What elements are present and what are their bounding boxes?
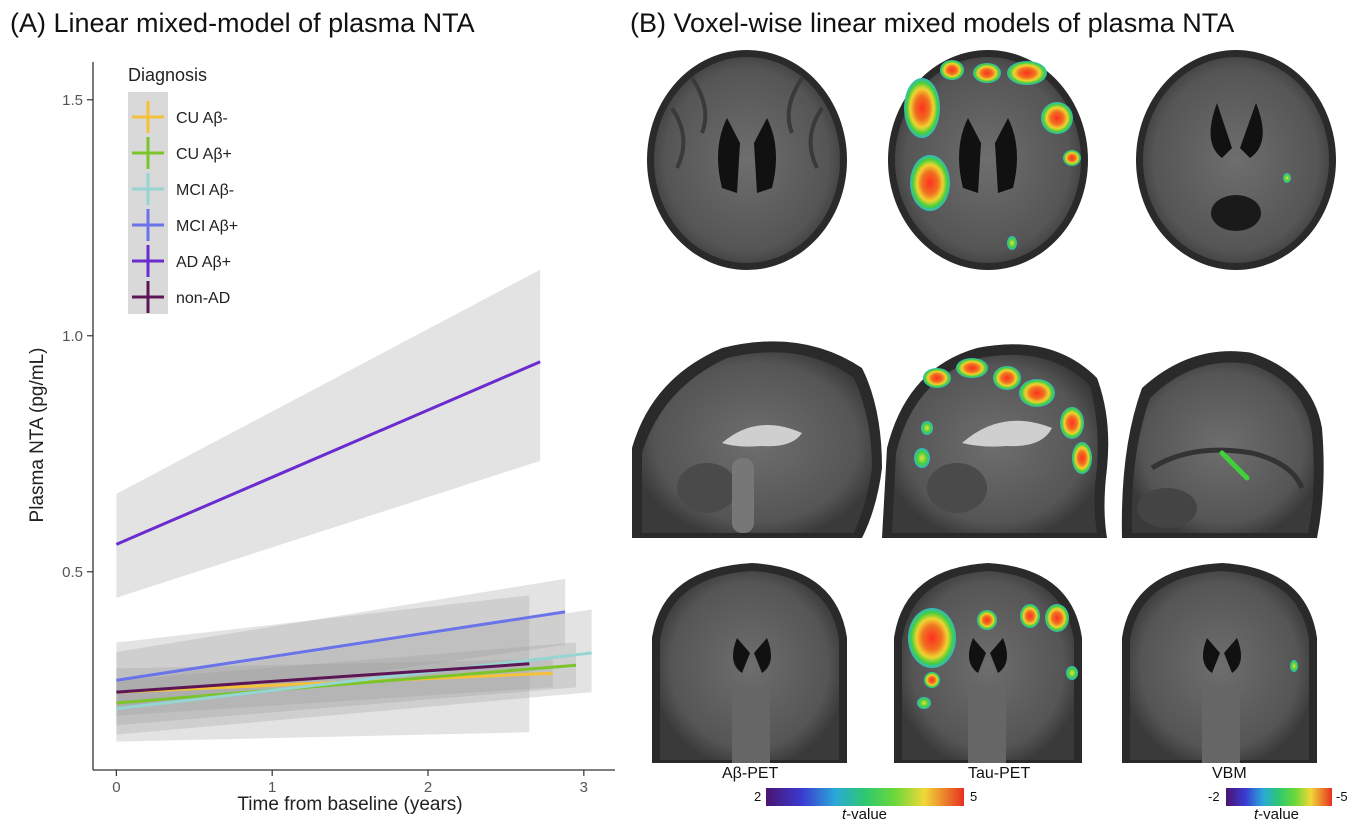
- abeta-sagittal-slice: [632, 341, 882, 538]
- y-tick-label-2: 1.5: [62, 92, 83, 109]
- tau-axial-slice: [888, 50, 1088, 270]
- series-line-3: [116, 610, 566, 682]
- series-line-4: [115, 360, 541, 546]
- x-axis-label: Time from baseline (years): [237, 794, 462, 815]
- tau-coronal-slice: [894, 563, 1082, 763]
- col-label-abeta-pet: Aβ-PET: [722, 765, 779, 782]
- legend-label-3: MCI Aβ+: [176, 218, 238, 235]
- colorbar-2-label: t-value: [1254, 806, 1300, 823]
- brain-image-grid: [632, 50, 1336, 763]
- y-tick-label-1: 1.0: [62, 328, 83, 345]
- ci-band-4: [116, 269, 541, 598]
- line-chart: 0 1 2 3 0.5 1.0 1.5 Time from baseline (years)…: [27, 62, 615, 815]
- colorbar-1-min: 2: [754, 789, 762, 804]
- x-tick-label-0: 0: [112, 779, 120, 796]
- series-line-2: [116, 651, 592, 711]
- vbm-coronal-slice: [1122, 563, 1317, 763]
- y-axis-label: Plasma NTA (pg/mL): [27, 348, 48, 523]
- colorbar-2-max: -5: [1336, 789, 1348, 804]
- ci-band-3: [116, 578, 566, 709]
- legend-label-1: CU Aβ+: [176, 146, 232, 163]
- x-tick-label-2: 2: [424, 779, 432, 796]
- col-label-vbm: VBM: [1212, 765, 1247, 782]
- colorbar-2: [1226, 788, 1332, 806]
- colorbar-2-min: -2: [1208, 789, 1220, 804]
- colorbar-1: [766, 788, 964, 806]
- vbm-sagittal-slice: [1121, 351, 1324, 538]
- legend-label-2: MCI Aβ-: [176, 182, 234, 199]
- legend-label-0: CU Aβ-: [176, 110, 228, 127]
- abeta-coronal-slice: [652, 563, 847, 763]
- series-lines: [115, 360, 592, 711]
- ci-band-2: [116, 609, 592, 735]
- y-tick-label-0: 0.5: [62, 564, 83, 581]
- ci-band-0: [116, 659, 553, 716]
- series-line-1: [116, 663, 577, 705]
- x-tick-label-1: 1: [268, 779, 276, 796]
- legend: Diagnosis CU Aβ- CU Aβ+ MCI Aβ- MCI Aβ+ AD A…: [128, 65, 238, 314]
- vbm-axial-slice: [1136, 50, 1336, 270]
- panel-b-title: (B) Voxel-wise linear mixed models of pl…: [630, 8, 1235, 38]
- abeta-axial-slice: [647, 50, 847, 270]
- colorbar-1-label: t-value: [842, 806, 888, 823]
- x-tick-label-3: 3: [580, 779, 588, 796]
- axis-ticks: 0 1 2 3 0.5 1.0 1.5: [62, 92, 588, 796]
- legend-label-4: AD Aβ+: [176, 254, 231, 271]
- legend-label-5: non-AD: [176, 290, 230, 307]
- series-line-5: [116, 662, 530, 694]
- legend-title: Diagnosis: [128, 65, 207, 85]
- tau-sagittal-slice: [882, 344, 1109, 538]
- panel-a-title: (A) Linear mixed-model of plasma NTA: [10, 8, 475, 38]
- colorbar-1-max: 5: [970, 789, 978, 804]
- col-label-tau-pet: Tau-PET: [968, 765, 1031, 782]
